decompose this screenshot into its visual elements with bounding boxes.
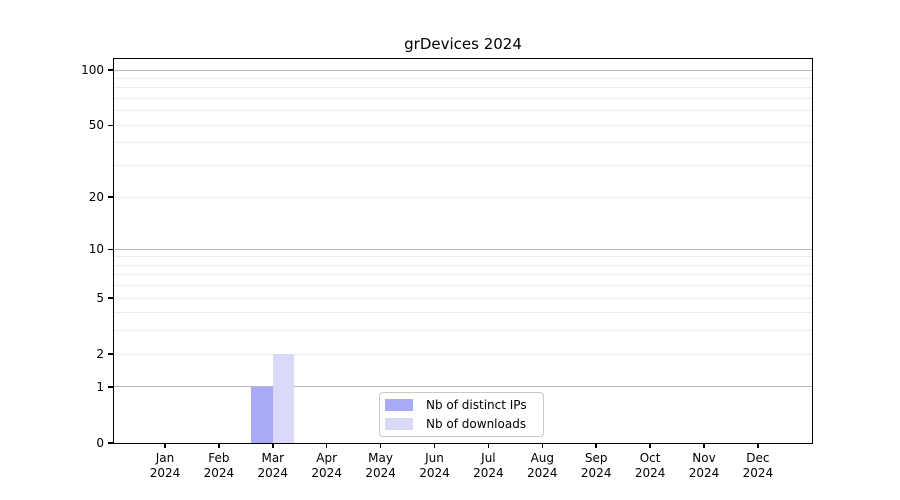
y-tick-label: 5	[96, 291, 104, 306]
x-tick	[541, 443, 544, 448]
x-tick-label: Jan 2024	[149, 451, 181, 480]
y-tick	[108, 196, 114, 198]
x-tick	[649, 443, 651, 448]
gridline-major	[114, 386, 812, 388]
x-tick	[487, 443, 490, 448]
gridline-minor	[114, 87, 812, 89]
gridline-minor	[114, 330, 812, 332]
x-tick	[218, 443, 220, 448]
legend-swatch-downloads	[385, 418, 413, 430]
x-tick	[379, 443, 382, 448]
x-tick-label: Jun 2024	[419, 451, 450, 480]
gridline-minor	[114, 285, 812, 287]
gridline-minor	[114, 165, 812, 167]
legend: Nb of distinct IPs Nb of downloads	[379, 392, 544, 437]
x-tick-label: Jul 2024	[473, 451, 504, 480]
x-tick	[433, 443, 436, 448]
legend-swatch-distinct-ips	[385, 399, 413, 411]
bar-distinct-ips	[251, 386, 273, 443]
bar-downloads	[272, 354, 295, 443]
y-tick	[108, 353, 114, 355]
legend-label: Nb of downloads	[426, 417, 527, 431]
y-tick-label: 50	[88, 118, 104, 133]
y-tick-label: 20	[88, 190, 104, 204]
y-tick-label: 10	[88, 242, 104, 257]
y-tick	[108, 442, 114, 444]
y-tick	[108, 297, 114, 299]
x-tick	[325, 443, 328, 448]
gridline-major	[114, 248, 812, 250]
y-tick	[108, 248, 114, 250]
x-tick-label: Aug 2024	[527, 451, 558, 480]
gridline-minor	[114, 142, 812, 144]
gridline-minor	[114, 196, 812, 198]
gridline-minor	[114, 312, 812, 314]
legend-item-downloads: Nb of downloads	[385, 416, 543, 432]
legend-item-distinct-ips: Nb of distinct IPs	[385, 397, 543, 413]
gridline-minor	[114, 274, 812, 276]
chart-title: grDevices 2024	[404, 35, 522, 53]
x-tick	[164, 443, 166, 448]
x-tick	[757, 443, 759, 448]
gridline-minor	[114, 297, 812, 299]
x-tick-label: Feb 2024	[203, 451, 235, 480]
y-tick-label: 100	[81, 63, 104, 78]
y-tick-label: 2	[96, 347, 104, 362]
x-tick	[703, 443, 705, 448]
gridline-minor	[114, 353, 812, 355]
y-tick	[108, 386, 114, 388]
gridline-minor	[114, 110, 812, 112]
y-tick-label: 1	[96, 379, 104, 394]
x-tick-label: Dec 2024	[742, 451, 774, 480]
x-tick	[595, 443, 597, 448]
x-tick-label: Nov 2024	[688, 451, 720, 480]
x-tick-label: Sep 2024	[580, 451, 612, 480]
gridline-major	[114, 69, 812, 71]
x-tick	[272, 443, 274, 448]
gridline-minor	[114, 256, 812, 258]
gridline-minor	[114, 124, 812, 126]
x-tick-label: Oct 2024	[634, 451, 666, 480]
gridline-minor	[114, 78, 812, 80]
y-tick-label: 0	[96, 436, 104, 450]
legend-label: Nb of distinct IPs	[426, 398, 527, 412]
y-tick	[108, 124, 114, 127]
x-tick-label: May 2024	[365, 451, 396, 480]
gridline-minor	[114, 98, 812, 100]
plot-area: Jan 2024 Feb 2024 Mar 2024 Apr 2024 May 2024 Jun 20…	[114, 59, 812, 480]
x-tick-label: Mar 2024	[257, 451, 289, 480]
gridline-minor	[114, 264, 812, 266]
y-tick	[108, 69, 114, 71]
x-tick-label: Apr 2024	[311, 451, 342, 480]
